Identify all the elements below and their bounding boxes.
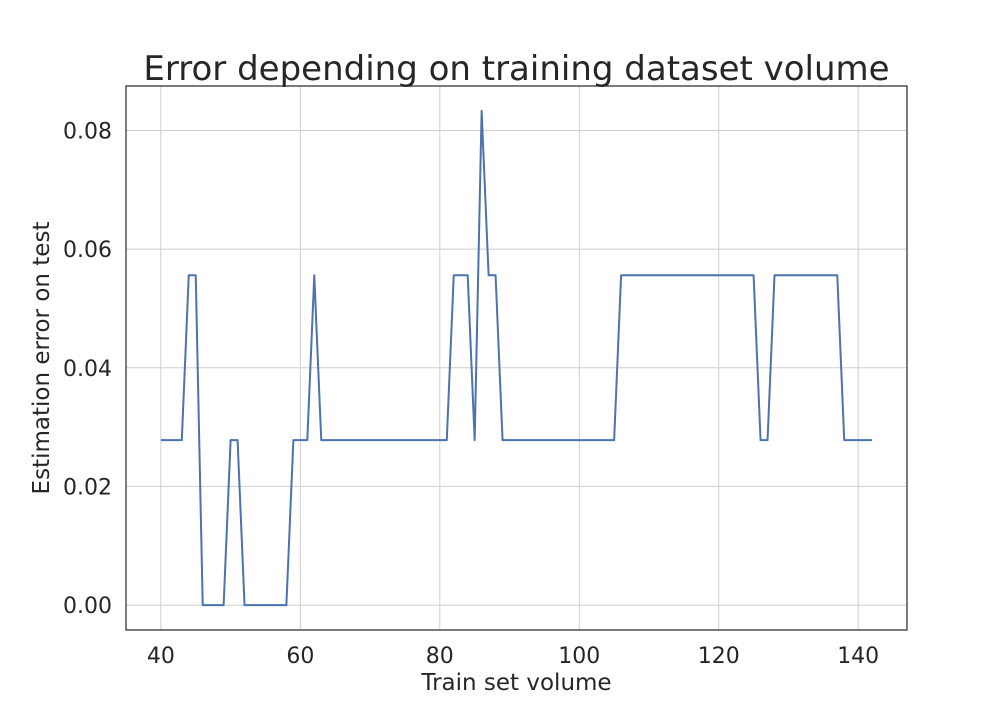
x-tick-label: 80: [426, 644, 454, 669]
series-line-0: [160, 109, 873, 607]
grid: [126, 86, 907, 630]
series-group: [160, 109, 873, 607]
x-axis-ticks: 40 60 80 100 120 140: [147, 644, 879, 669]
plot-area-frame: [125, 85, 908, 631]
chart-title: Error depending on training dataset volu…: [143, 49, 889, 89]
y-tick-label: 0.06: [63, 238, 112, 263]
x-tick-label: 60: [286, 644, 314, 669]
y-tick-label: 0.08: [63, 119, 112, 144]
x-tick-label: 40: [147, 644, 175, 669]
y-axis-ticks: 0.00 0.02 0.04 0.06 0.08: [63, 119, 112, 619]
y-axis-label: Estimation error on test: [29, 222, 55, 495]
y-tick-label: 0.04: [63, 357, 112, 382]
x-tick-label: 120: [698, 644, 740, 669]
x-axis-label: Train set volume: [420, 670, 611, 696]
y-tick-label: 0.02: [63, 475, 112, 500]
x-tick-label: 100: [558, 644, 600, 669]
y-tick-label: 0.00: [63, 594, 112, 619]
x-tick-label: 140: [837, 644, 879, 669]
